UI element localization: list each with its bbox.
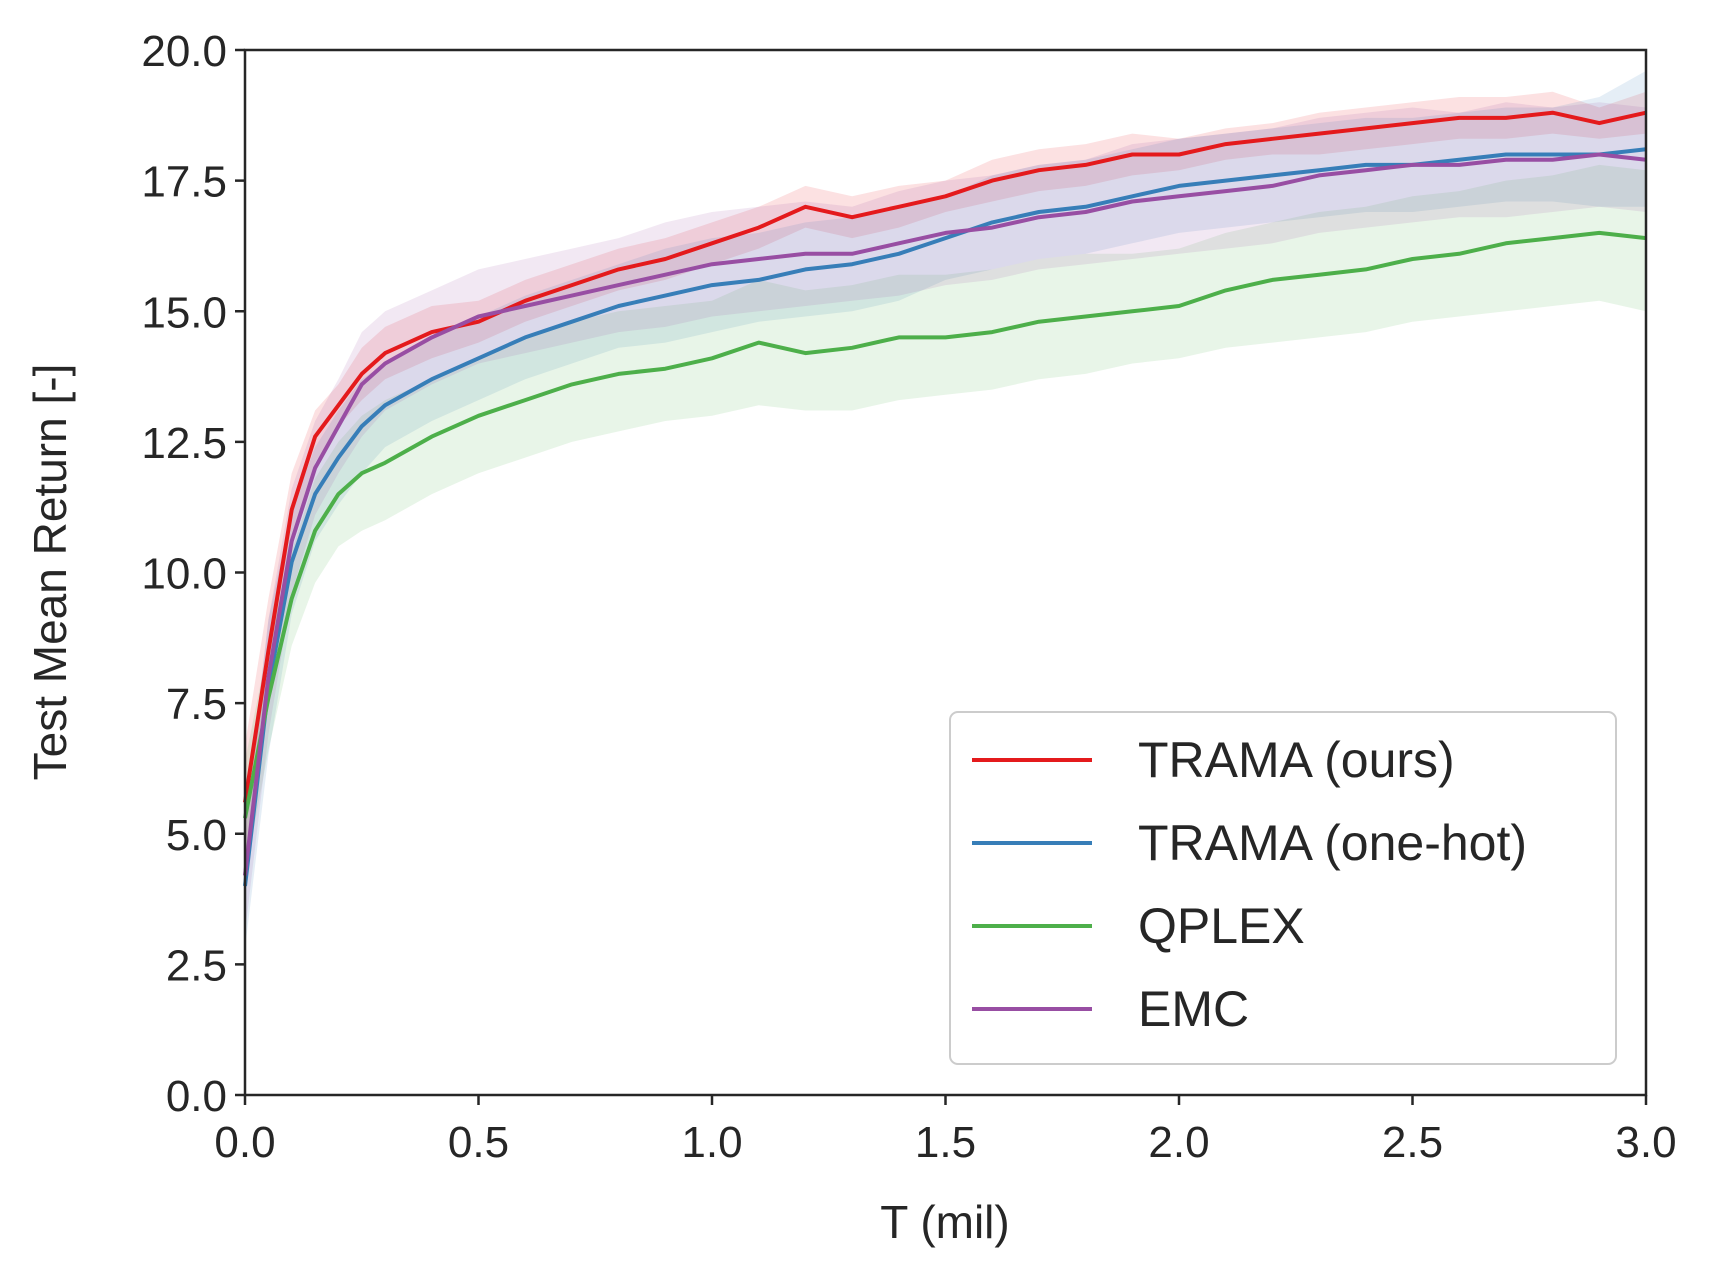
y-tick-label: 2.5 — [166, 941, 227, 990]
y-tick-label: 12.5 — [141, 419, 227, 468]
y-axis-label: Test Mean Return [-] — [24, 364, 76, 781]
x-tick-label: 0.0 — [214, 1118, 275, 1167]
y-tick-label: 15.0 — [141, 288, 227, 337]
band-trama-ours — [245, 91, 1646, 860]
y-axis-ticks: 0.0 2.5 5.0 7.5 10.0 12.5 15.0 17.5 20.0 — [141, 27, 245, 1121]
series-line-emc — [243, 152, 1647, 876]
y-tick-label: 17.5 — [141, 158, 227, 207]
x-axis-ticks: 0.0 0.5 1.0 1.5 2.0 2.5 3.0 — [214, 1095, 1677, 1167]
series-line-qplex — [243, 230, 1647, 819]
x-tick-label: 1.0 — [681, 1118, 742, 1167]
legend-label: QPLEX — [1138, 898, 1305, 954]
x-axis-label: T (mil) — [880, 1196, 1009, 1248]
band-emc — [245, 102, 1646, 934]
legend-label: EMC — [1138, 981, 1249, 1037]
y-tick-label: 7.5 — [166, 680, 227, 729]
x-tick-label: 0.5 — [448, 1118, 509, 1167]
x-tick-label: 2.5 — [1382, 1118, 1443, 1167]
y-tick-label: 0.0 — [166, 1072, 227, 1121]
y-tick-label: 20.0 — [141, 27, 227, 76]
legend-label: TRAMA (ours) — [1138, 732, 1455, 788]
x-tick-label: 1.5 — [915, 1118, 976, 1167]
legend-label: TRAMA (one-hot) — [1138, 815, 1527, 871]
series-line-trama-ours — [243, 110, 1647, 803]
y-tick-label: 5.0 — [166, 811, 227, 860]
x-tick-label: 3.0 — [1615, 1118, 1676, 1167]
legend: TRAMA (ours) TRAMA (one-hot) QPLEX EMC — [949, 711, 1617, 1065]
y-tick-label: 10.0 — [141, 550, 227, 599]
legend-box — [949, 711, 1617, 1065]
band-qplex — [245, 164, 1646, 876]
series-lines — [243, 110, 1647, 887]
series-line-trama-one-hot — [243, 147, 1647, 887]
x-tick-label: 2.0 — [1148, 1118, 1209, 1167]
